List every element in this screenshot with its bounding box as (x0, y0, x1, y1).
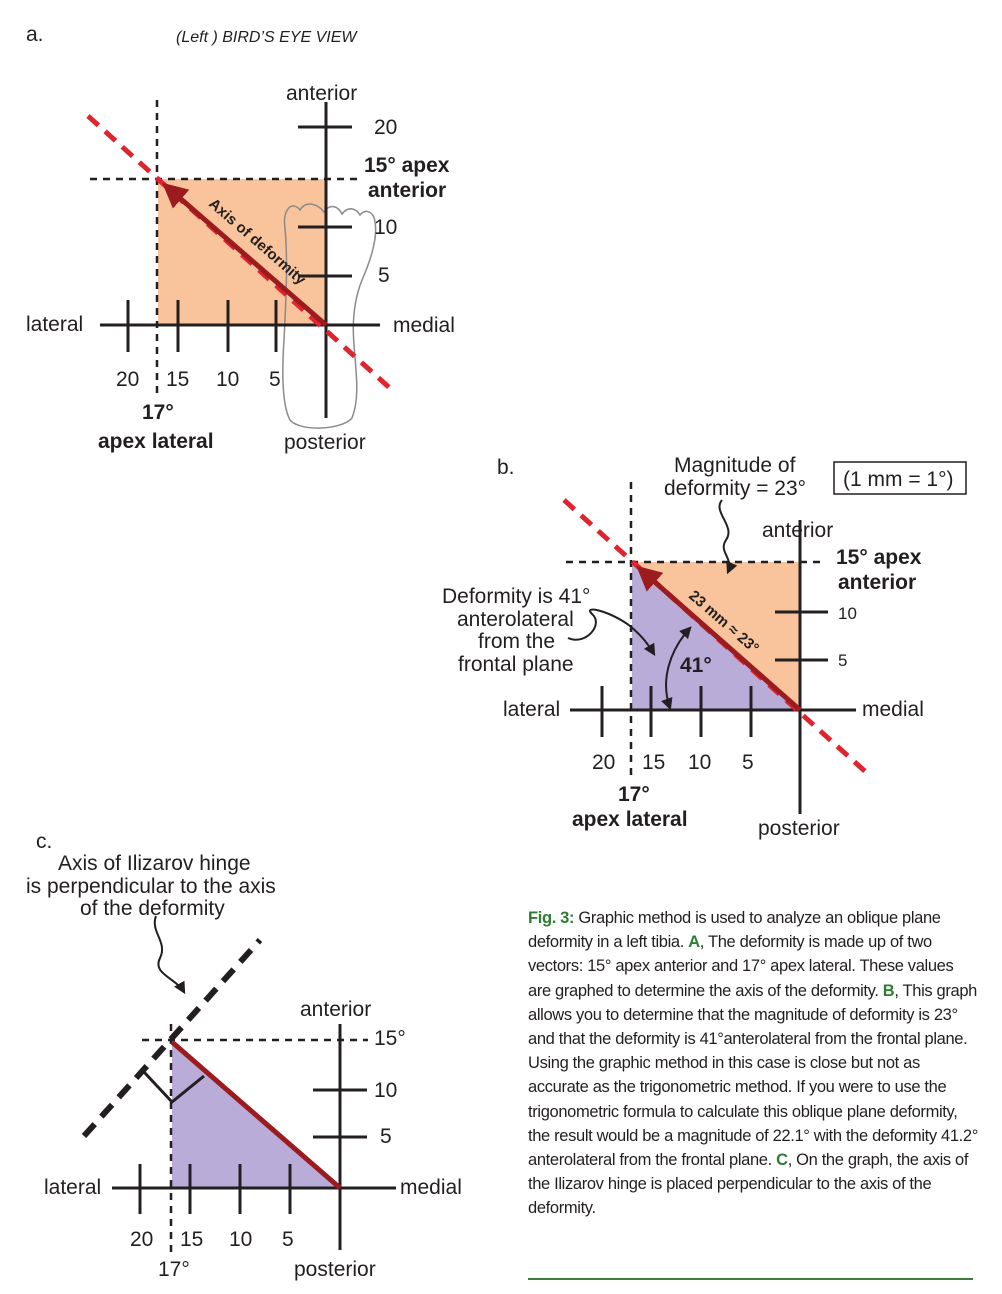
panel-a-y-label-10: 10 (374, 216, 397, 239)
panel-a-axis-arrow (162, 182, 328, 327)
caption-fig-label: Fig. 3: (528, 909, 575, 927)
panel-b-x-label-5: 5 (742, 751, 754, 774)
panel-b-medial-label: medial (862, 698, 924, 721)
panel-a-apex-anterior-2: anterior (368, 179, 446, 202)
panel-c-anterior-label: anterior (300, 998, 371, 1021)
panel-c-lateral-label: lateral (44, 1176, 101, 1199)
panel-c-deformity-axis (170, 1040, 342, 1190)
panel-a-title: (Left ) BIRD’S EYE VIEW (176, 29, 358, 46)
panel-b-x-label-10: 10 (688, 751, 711, 774)
panel-b-angle-arc (661, 626, 692, 711)
caption-part-2: , The deformity is made up of two vector… (528, 933, 954, 1000)
panel-c-y-label-15: 15° (374, 1027, 406, 1050)
panel-c-y-label-5: 5 (380, 1125, 392, 1148)
panel-b-apex-lateral-2: apex lateral (572, 808, 688, 831)
panel-a-y-label-5: 5 (378, 264, 390, 287)
caption-part-1: Graphic method is used to analyze an obl… (528, 909, 941, 952)
panel-b-apex-lateral-1: 17° (618, 783, 650, 806)
panel-b-magnitude-pointer (718, 499, 738, 575)
panel-b: b. Magnitude of deformity = 23° (1 mm = … (442, 454, 967, 840)
panel-c-posterior-label: posterior (294, 1258, 376, 1281)
caption-part-4: , On the graph, the axis of the Ilizarov… (528, 1151, 969, 1218)
panel-a: a. (Left ) BIRD’S EYE VIEW 20 10 5 20 15… (26, 23, 455, 454)
panel-c: c. Axis of Ilizarov hinge is perpendicul… (26, 830, 462, 1281)
panel-a-y-label-20: 20 (374, 116, 397, 139)
panel-a-posterior-label: posterior (284, 431, 366, 454)
panel-c-x-label-15: 15 (180, 1228, 203, 1251)
panel-c-hinge-1: Axis of Ilizarov hinge (58, 852, 251, 875)
panel-b-scale-note: (1 mm = 1°) (843, 468, 954, 491)
panel-c-x-label-20: 20 (130, 1228, 153, 1251)
panel-a-apex-lateral-2: apex lateral (98, 430, 214, 453)
caption-part-3: , This graph allows you to determine tha… (528, 981, 978, 1170)
panel-a-apex-lateral-1: 17° (142, 401, 174, 424)
panel-b-deformity-2: anterolateral (457, 608, 574, 631)
panel-b-y-label-10: 10 (838, 604, 857, 623)
panel-b-x-label-15: 15 (642, 751, 665, 774)
caption-label-c: C (776, 1151, 788, 1170)
figure-caption: Fig. 3: Graphic method is used to analyz… (528, 906, 978, 1221)
panel-b-deformity-1: Deformity is 41° (442, 585, 590, 608)
panel-c-hinge-2: is perpendicular to the axis (26, 875, 276, 898)
panel-c-hinge-pointer (153, 915, 186, 995)
panel-b-apex-anterior-1: 15° apex (836, 546, 922, 569)
caption-label-b: B (882, 981, 895, 1000)
panel-b-angle-label: 41° (680, 654, 712, 677)
panel-a-x-label-10: 10 (216, 368, 239, 391)
panel-c-medial-label: medial (400, 1176, 462, 1199)
panel-c-hinge-axis (81, 937, 263, 1139)
panel-b-letter: b. (497, 456, 515, 479)
panel-a-x-label-20: 20 (116, 368, 139, 391)
panel-a-medial-label: medial (393, 314, 455, 337)
panel-c-x-marker: 17° (158, 1258, 190, 1281)
panel-b-lateral-label: lateral (503, 698, 560, 721)
panel-b-magnitude-2: deformity = 23° (664, 477, 806, 500)
panel-a-lateral-label: lateral (26, 313, 83, 336)
foot-outline-icon (282, 203, 377, 429)
panel-b-axis-arrow (636, 565, 802, 712)
panel-b-magnitude-1: Magnitude of (674, 454, 796, 477)
panel-a-x-label-5: 5 (269, 368, 281, 391)
panel-a-anterior-label: anterior (286, 82, 357, 105)
panel-a-x-label-15: 15 (166, 368, 189, 391)
panel-c-right-angle-mark (142, 1070, 205, 1105)
panel-c-x-label-10: 10 (229, 1228, 252, 1251)
panel-b-scale-box (833, 461, 967, 495)
caption-label-a: A (688, 933, 700, 952)
panel-b-y-label-5: 5 (838, 651, 847, 670)
panel-c-letter: c. (36, 830, 52, 853)
panel-b-x-label-20: 20 (592, 751, 615, 774)
panel-b-apex-anterior-2: anterior (838, 571, 916, 594)
panel-b-deformity-3: from the (478, 630, 555, 653)
panel-c-x-label-5: 5 (282, 1228, 294, 1251)
panel-c-hinge-3: of the deformity (80, 897, 225, 920)
panel-a-letter: a. (26, 23, 44, 46)
panel-b-posterior-label: posterior (758, 817, 840, 840)
panel-c-y-label-10: 10 (374, 1079, 397, 1102)
panel-a-apex-anterior-1: 15° apex (364, 154, 450, 177)
panel-b-deformity-4: frontal plane (458, 653, 574, 676)
panel-b-deformity-pointer (567, 608, 656, 657)
panel-b-anterior-label: anterior (762, 519, 833, 542)
caption-rule (528, 1278, 973, 1280)
